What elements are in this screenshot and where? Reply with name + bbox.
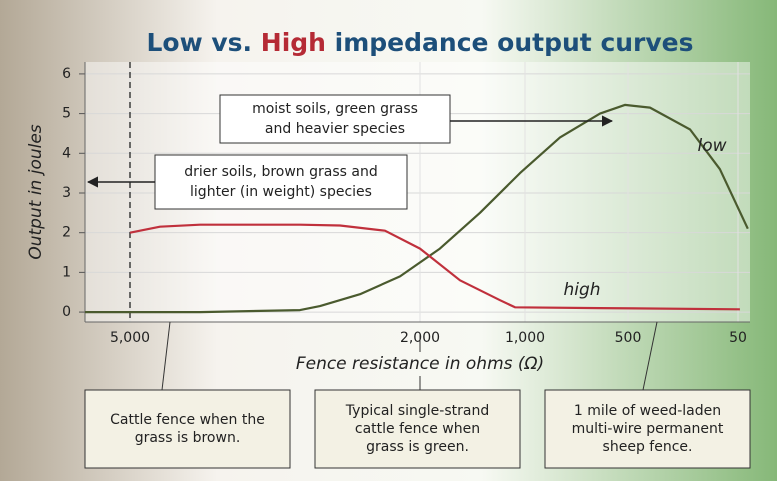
series-line (129, 223, 740, 311)
annotation-box (219, 94, 451, 144)
y-tick-label: 2 (62, 225, 71, 241)
title-part: impedance output curves (326, 28, 694, 57)
y-tick-label: 4 (62, 145, 71, 161)
callout-text: Cattle fence when the (110, 412, 265, 428)
x-axis-label: Fence resistance in ohms (Ω) (296, 354, 544, 374)
annotation-text: drier soils, brown grass and (184, 164, 377, 180)
y-tick-label: 5 (62, 106, 71, 122)
annotation-text: and heavier species (265, 121, 405, 137)
connector (642, 321, 658, 391)
connector (161, 321, 171, 391)
title-part: Low (146, 28, 202, 57)
callout-box (84, 389, 291, 469)
annotation-text: lighter (in weight) species (190, 184, 372, 200)
x-tick-label: 500 (615, 330, 642, 346)
annotation-text: moist soils, green grass (252, 101, 418, 117)
callout-text: sheep fence. (603, 439, 693, 455)
callout-text: grass is brown. (135, 430, 241, 446)
callout-text: cattle fence when (355, 421, 480, 437)
y-tick-label: 6 (62, 66, 71, 82)
y-tick-label: 0 (62, 304, 71, 320)
x-tick-label: 50 (729, 330, 747, 346)
chart-title: Low vs. High impedance output curves (146, 28, 693, 57)
callout-box (314, 389, 521, 469)
y-axis-label: Output in joules (26, 124, 46, 259)
callout-text: 1 mile of weed-laden (574, 403, 721, 419)
series-label: low (697, 136, 726, 156)
y-tick-label: 1 (62, 264, 71, 280)
x-tick-label: 1,000 (505, 330, 545, 346)
y-tick-label: 3 (62, 185, 71, 201)
series-line (85, 103, 749, 314)
x-tick-label: 5,000 (110, 330, 150, 346)
series-label: high (563, 280, 600, 300)
callout-box (544, 389, 751, 469)
title-part: vs. (203, 28, 261, 57)
callout-text: grass is green. (366, 439, 469, 455)
title-part: High (261, 28, 326, 57)
callout-text: multi-wire permanent (572, 421, 724, 437)
callout-text: Typical single-strand (345, 403, 489, 419)
